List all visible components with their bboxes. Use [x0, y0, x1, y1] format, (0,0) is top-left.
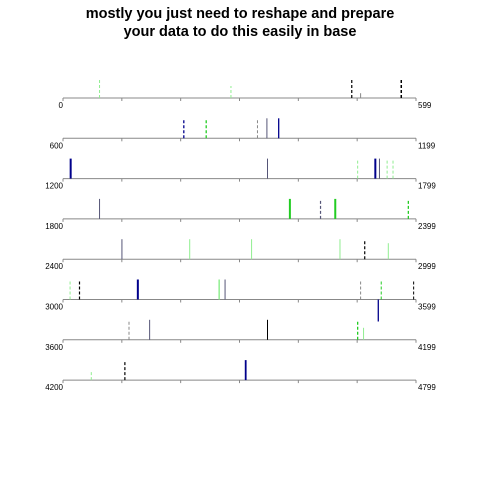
- panel-start-label-6: 3600: [45, 343, 63, 352]
- panel-end-label-0: 599: [418, 101, 432, 110]
- panel-end-label-1: 1199: [418, 141, 436, 150]
- panel-start-label-4: 2400: [45, 262, 63, 271]
- panel-end-label-7: 4799: [418, 383, 436, 392]
- panel-start-label-3: 1800: [45, 222, 63, 231]
- panel-start-label-2: 1200: [45, 182, 63, 191]
- panel-end-label-3: 2399: [418, 222, 436, 231]
- panel-start-label-5: 3000: [45, 303, 63, 312]
- chart-title-line-1: mostly you just need to reshape and prep…: [85, 6, 395, 22]
- panel-end-label-6: 4199: [418, 343, 436, 352]
- chart-title-line-2: your data to do this easily in base: [123, 24, 357, 40]
- panel-end-label-5: 3599: [418, 303, 436, 312]
- panel-start-label-0: 0: [59, 101, 64, 110]
- panel-start-label-7: 4200: [45, 383, 63, 392]
- panel-end-label-2: 1799: [418, 182, 436, 191]
- chart-title: mostly you just need to reshape and prep…: [0, 5, 480, 41]
- panel-start-label-1: 600: [50, 141, 64, 150]
- panel-end-label-4: 2999: [418, 262, 436, 271]
